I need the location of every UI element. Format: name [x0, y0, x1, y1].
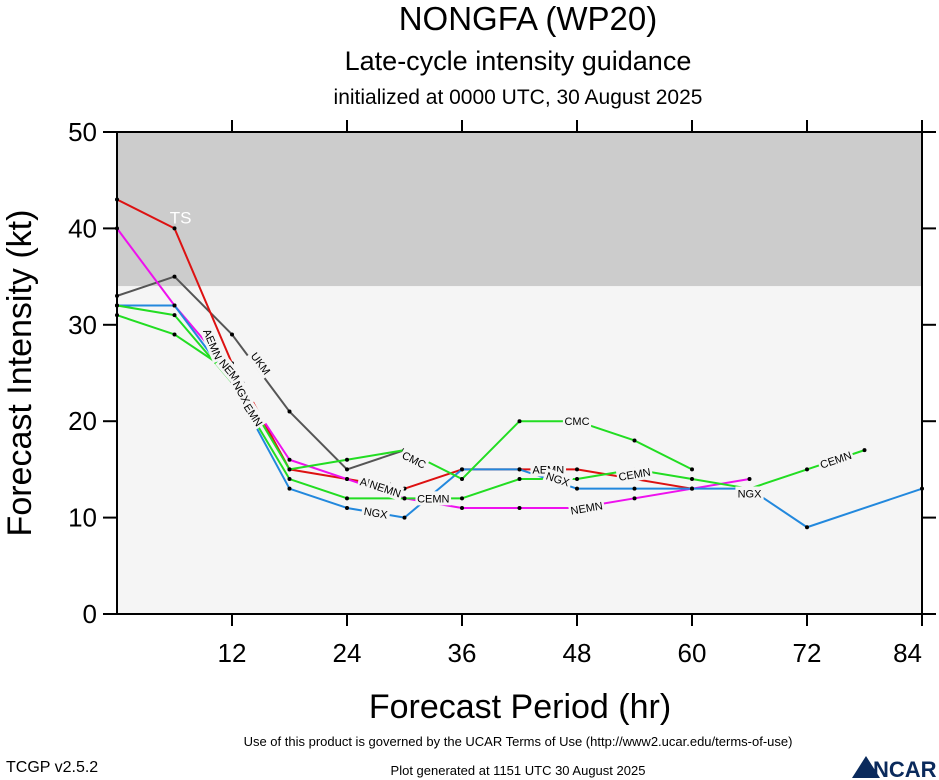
- series-label-nemn: NEMN: [567, 498, 606, 518]
- ncar-logo-text: NCAR: [873, 757, 937, 780]
- series-label-bg: [567, 498, 606, 518]
- x-tick-label: 24: [333, 638, 362, 668]
- series-label-bg: [398, 447, 430, 473]
- data-point-cemn: [287, 477, 292, 482]
- data-point-cemn: [345, 496, 349, 501]
- series-label-bg: [199, 324, 227, 364]
- data-point-cemn: [172, 313, 177, 318]
- data-point-nemn: [460, 505, 464, 510]
- band-ts: [117, 132, 922, 287]
- data-point-nemn: [287, 457, 292, 462]
- version-label: TCGP v2.5.2: [6, 759, 98, 776]
- band-label: TS: [170, 209, 192, 228]
- data-point-ngx: [402, 515, 407, 520]
- series-label-bg: [615, 464, 654, 485]
- data-point-ngx: [517, 467, 522, 472]
- generated-time: Plot generated at 1151 UTC 30 August 202…: [391, 763, 646, 778]
- series-label-text: CEMN: [417, 493, 449, 505]
- y-tick-label: 20: [68, 406, 97, 436]
- data-point-cmc: [460, 477, 464, 482]
- series-label-bg: [415, 491, 452, 506]
- ncar-logo: NCAR: [852, 756, 937, 780]
- data-point-ngx: [805, 525, 809, 530]
- data-point-ukm: [345, 467, 349, 472]
- data-point-nemn: [517, 505, 522, 510]
- chart-subtitle: Late-cycle intensity guidance: [345, 46, 692, 76]
- data-point-cemn: [805, 467, 809, 472]
- data-point-ngx: [172, 303, 177, 308]
- data-point-ukm: [287, 409, 292, 414]
- series-label-bg: [246, 347, 275, 379]
- series-label-bg: [816, 447, 855, 473]
- series-label-bg: [366, 476, 405, 501]
- data-point-ngx: [632, 486, 637, 491]
- data-point-cemn: [575, 477, 579, 482]
- plot-frame: [116, 131, 923, 615]
- y-tick-label: 10: [68, 503, 97, 533]
- data-point-cemn: [402, 496, 407, 501]
- data-point-cmc: [345, 457, 349, 462]
- ncar-logo-mark: [852, 756, 880, 778]
- terms-of-use: Use of this product is governed by the U…: [244, 734, 793, 749]
- data-point-cmc: [632, 438, 637, 443]
- data-point-aemn: [172, 226, 177, 231]
- data-point-nemn: [747, 477, 752, 482]
- data-point-ukm: [230, 332, 234, 337]
- series-label-cmc: CMC: [562, 414, 592, 429]
- series-label-cemn: CEMN: [415, 491, 452, 506]
- series-label-text: NEMN: [570, 500, 604, 517]
- y-tick-label: 40: [68, 213, 97, 243]
- x-tick-label: 60: [678, 638, 707, 668]
- band-below-ts: [117, 286, 922, 614]
- series-label-text: CMC: [564, 416, 589, 428]
- x-axis-title: Forecast Period (hr): [369, 688, 671, 726]
- series-label-bg: [562, 414, 592, 429]
- series-label-text: NGX: [363, 506, 389, 522]
- chart-init-time: initialized at 0000 UTC, 30 August 2025: [334, 86, 703, 109]
- data-point-cemn: [862, 448, 867, 453]
- series-label-text: NGX: [738, 489, 763, 501]
- series-label-bg: [542, 467, 574, 491]
- data-point-ukm: [172, 274, 177, 279]
- y-tick-label: 0: [83, 599, 97, 629]
- data-point-cmc: [287, 467, 292, 472]
- x-tick-label: 72: [793, 638, 822, 668]
- data-point-ngx: [575, 486, 579, 491]
- data-point-cmc: [517, 419, 522, 424]
- data-point-ngx: [460, 467, 464, 472]
- data-point-cemn: [460, 496, 464, 501]
- series-label-bg: [228, 376, 255, 409]
- data-point-cemn: [517, 477, 522, 482]
- series-label-bg: [360, 503, 391, 523]
- intensity-bands: TS: [117, 132, 922, 614]
- x-tick-label: 36: [448, 638, 477, 668]
- axis-ticks: 0 10 20 30 40 50 12 24 36 48 60 72 84: [68, 117, 936, 668]
- series-label-bg: [735, 486, 764, 501]
- data-point-cemn: [690, 477, 694, 482]
- x-tick-label: 84: [893, 638, 922, 668]
- x-tick-label: 48: [563, 638, 592, 668]
- data-point-nemn: [345, 477, 349, 482]
- y-axis-title: Forecast Intensity (kt): [1, 210, 39, 537]
- y-tick-label: 50: [68, 117, 97, 147]
- data-point-aemn: [575, 467, 579, 472]
- series-label-cemn: CEMN: [615, 464, 654, 485]
- data-point-ngx: [287, 486, 292, 491]
- series-label-ngx: NGX: [735, 486, 764, 501]
- series-label-ngx: NGX: [360, 503, 391, 523]
- data-point-cmc: [172, 332, 177, 337]
- x-tick-label: 12: [218, 638, 247, 668]
- data-point-ngx: [690, 486, 694, 491]
- data-point-nemn: [632, 496, 637, 501]
- data-point-cmc: [690, 467, 694, 472]
- series-label-text: CEMN: [618, 467, 652, 484]
- chart-title: NONGFA (WP20): [399, 0, 658, 37]
- data-point-ngx: [345, 505, 349, 510]
- y-tick-label: 30: [68, 310, 97, 340]
